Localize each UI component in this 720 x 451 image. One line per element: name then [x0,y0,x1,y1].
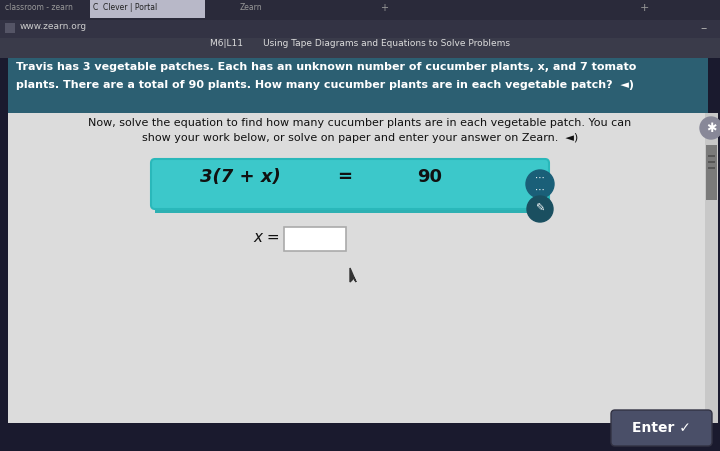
Text: =: = [338,168,353,186]
Bar [8,58,708,113]
FancyBboxPatch shape [611,410,712,446]
Text: plants. There are a total of 90 plants. How many cucumber plants are in each veg: plants. There are a total of 90 plants. … [16,80,634,90]
Circle shape [700,117,720,139]
Text: ⋯
⋯: ⋯ ⋯ [535,173,545,195]
Text: +: + [380,3,388,13]
Circle shape [526,170,554,198]
Bar [708,161,715,163]
Bar [708,155,715,157]
Polygon shape [350,268,356,282]
Bar [0,38,720,58]
Text: x =: x = [253,230,280,244]
Text: Travis has 3 vegetable patches. Each has an unknown number of cucumber plants, x: Travis has 3 vegetable patches. Each has… [16,62,636,72]
Bar [705,113,718,423]
Text: Now, solve the equation to find how many cucumber plants are in each vegetable p: Now, solve the equation to find how many… [89,118,631,128]
Bar [708,167,715,169]
Text: –: – [700,22,706,35]
Text: 90: 90 [418,168,443,186]
Text: ✱: ✱ [706,121,716,134]
Bar [8,113,708,423]
FancyBboxPatch shape [284,227,346,251]
Bar [0,0,720,20]
Circle shape [527,196,553,222]
Text: Zearn: Zearn [240,3,263,12]
Text: Enter ✓: Enter ✓ [631,421,690,435]
Text: show your work below, or solve on paper and enter your answer on Zearn.  ◄): show your work below, or solve on paper … [142,133,578,143]
Bar [90,0,205,18]
Bar [0,20,720,38]
Text: ✎: ✎ [535,204,545,214]
Bar [155,205,545,213]
Text: classroom - zearn: classroom - zearn [5,3,73,12]
Text: M6|L11       Using Tape Diagrams and Equations to Solve Problems: M6|L11 Using Tape Diagrams and Equations… [210,39,510,48]
Text: +: + [640,3,649,13]
Text: C  Clever | Portal: C Clever | Portal [93,3,157,12]
Bar [706,145,717,200]
Text: www.zearn.org: www.zearn.org [20,22,87,31]
FancyBboxPatch shape [151,159,549,209]
Bar [5,23,15,33]
Text: 3(7 + x): 3(7 + x) [200,168,281,186]
